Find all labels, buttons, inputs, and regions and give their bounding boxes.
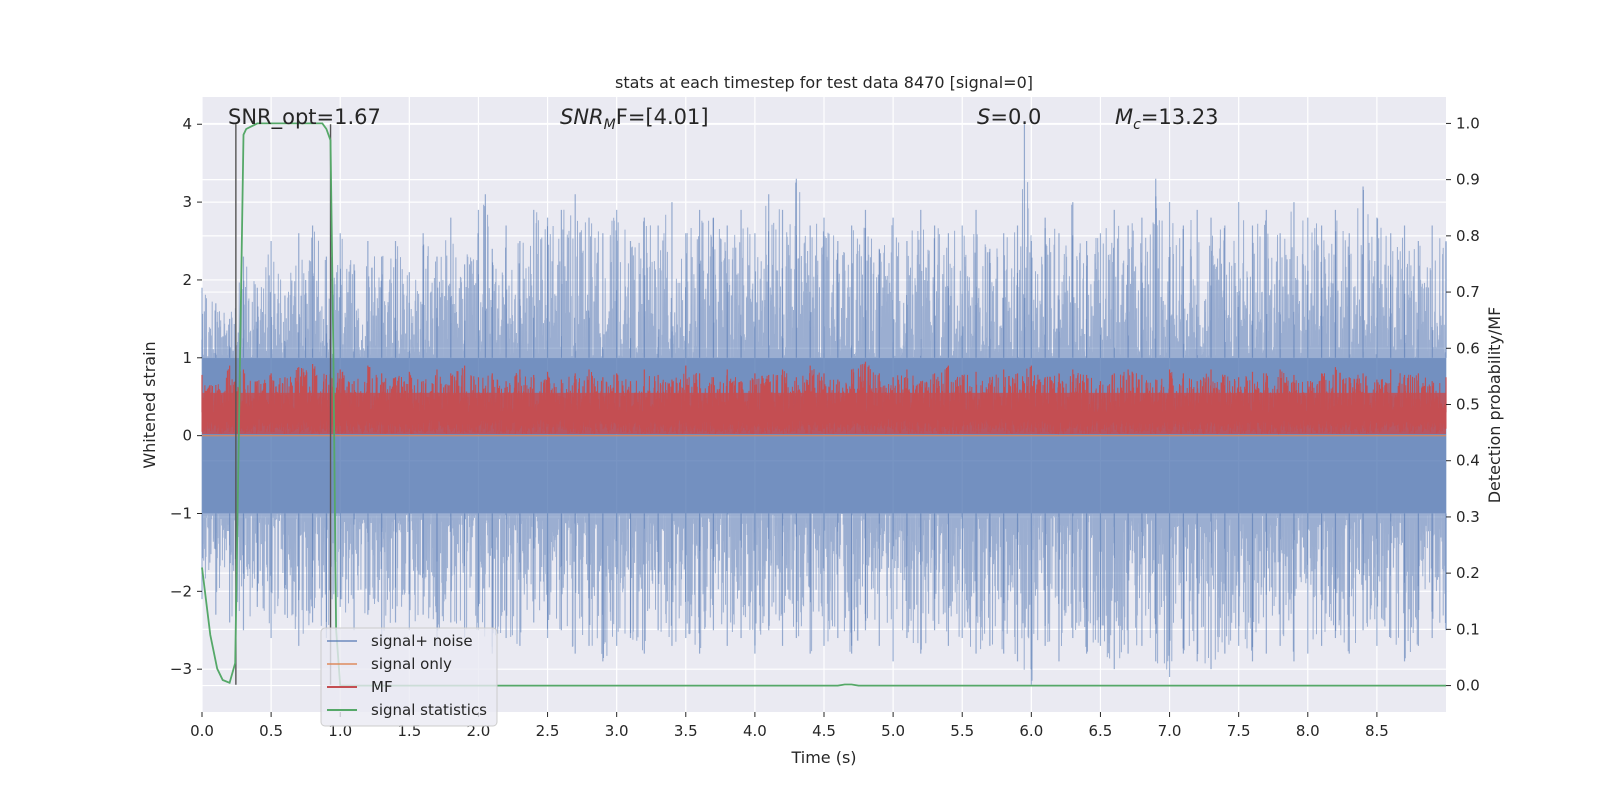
annotation-mc: Mc=13.23 [1115, 105, 1219, 133]
y-right-tick-label-8: 0.8 [1456, 227, 1480, 245]
y-tick-label-7: 4 [182, 115, 192, 133]
x-tick-label-15: 7.5 [1227, 722, 1251, 740]
annotation-snr-mf-sub: M [604, 117, 616, 133]
series-mf [201, 361, 1447, 435]
annotation-s: S=0.0 [977, 105, 1041, 129]
annotations: SNR_opt=1.67 SNRMF=[4.01] S=0.0 Mc=13.23 [228, 105, 1219, 133]
chart-title: stats at each timestep for test data 847… [615, 73, 1033, 92]
x-tick-label-17: 8.5 [1365, 722, 1389, 740]
legend-label-signal-only: signal only [371, 655, 452, 673]
y-right-tick-label-9: 0.9 [1456, 171, 1480, 189]
legend-label-signal-statistics: signal statistics [371, 701, 487, 719]
y-right-tick-label-4: 0.4 [1456, 452, 1480, 470]
y-tick-label-3: 0 [182, 427, 192, 445]
y-tick-label-6: 3 [182, 193, 192, 211]
y-tick-label-1: −2 [170, 582, 192, 600]
y-right-tick-label-1: 0.1 [1456, 620, 1480, 638]
legend-label-mf: MF [371, 678, 393, 696]
y-axis-label: Whitened strain [140, 341, 159, 468]
legend-label-signal-noise: signal+ noise [371, 632, 473, 650]
annotation-mc-tail: =13.23 [1141, 105, 1219, 129]
y-tick-label-5: 2 [182, 271, 192, 289]
y-right-tick-label-0: 0.0 [1456, 677, 1480, 695]
x-tick-label-14: 7.0 [1158, 722, 1182, 740]
annotation-mc-main: M [1115, 105, 1133, 129]
y-right-tick-label-7: 0.7 [1456, 283, 1480, 301]
x-tick-label-10: 5.0 [881, 722, 905, 740]
annotation-snr-mf-main: SNR [560, 105, 604, 129]
annotation-s-tail: =0.0 [990, 105, 1041, 129]
annotation-mc-sub: c [1133, 117, 1141, 133]
annotation-snr-opt: SNR_opt=1.67 [228, 105, 381, 130]
y-right-tick-label-3: 0.3 [1456, 508, 1480, 526]
annotation-snr-mf: SNRMF=[4.01] [560, 105, 709, 133]
x-tick-label-7: 3.5 [674, 722, 698, 740]
y-tick-label-4: 1 [182, 349, 192, 367]
x-tick-label-13: 6.5 [1089, 722, 1113, 740]
annotation-snr-mf-tail: F=[4.01] [616, 105, 709, 129]
x-axis-label: Time (s) [790, 748, 856, 767]
y-tick-label-2: −1 [170, 504, 192, 522]
x-tick-label-8: 4.0 [743, 722, 767, 740]
y-right-tick-label-6: 0.6 [1456, 339, 1480, 357]
y-right-tick-label-10: 1.0 [1456, 114, 1480, 132]
x-tick-label-1: 0.5 [259, 722, 283, 740]
legend-box [320, 627, 498, 727]
x-tick-label-11: 5.5 [950, 722, 974, 740]
y-right-tick-label-5: 0.5 [1456, 396, 1480, 414]
y-right-tick-label-2: 0.2 [1456, 564, 1480, 582]
y-tick-label-0: −3 [170, 660, 192, 678]
x-tick-label-0: 0.0 [190, 722, 214, 740]
x-tick-label-5: 2.5 [536, 722, 560, 740]
y-axis-label-right: Detection probability/MF [1485, 307, 1504, 504]
x-tick-label-12: 6.0 [1019, 722, 1043, 740]
x-tick-label-16: 8.0 [1296, 722, 1320, 740]
annotation-s-main: S [977, 105, 990, 129]
x-tick-label-9: 4.5 [812, 722, 836, 740]
x-tick-label-6: 3.0 [605, 722, 629, 740]
legend: signal+ noise signal only MF signal stat… [320, 627, 498, 727]
